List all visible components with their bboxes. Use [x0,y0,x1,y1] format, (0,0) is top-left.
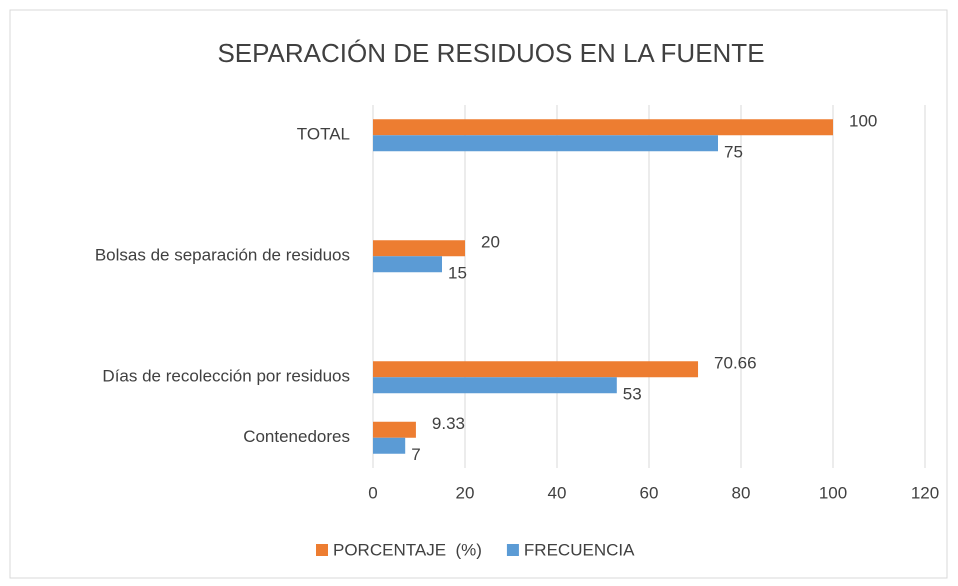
data-label: 15 [448,264,467,283]
y-tick-label: Días de recolección por residuos [102,367,350,386]
y-tick-label: TOTAL [297,125,350,144]
data-label: 9.33 [432,414,465,433]
legend-label: PORCENTAJE (%) [333,540,482,559]
x-tick-label: 80 [732,483,751,502]
legend-swatch [316,544,328,556]
x-tick-label: 60 [640,483,659,502]
bar [373,421,416,438]
bar [373,135,718,152]
bar [373,377,617,394]
x-tick-label: 40 [548,483,567,502]
data-label: 20 [481,233,500,252]
data-label: 53 [623,385,642,404]
data-label: 75 [724,143,743,162]
chart-title: SEPARACIÓN DE RESIDUOS EN LA FUENTE [217,38,764,68]
data-label: 70.66 [714,354,757,373]
x-tick-label: 20 [456,483,475,502]
y-tick-label: Bolsas de separación de residuos [95,246,350,265]
bar [373,240,465,257]
bar [373,361,699,378]
legend-swatch [506,544,519,556]
data-label: 100 [849,112,877,131]
data-label: 7 [411,445,420,464]
x-tick-label: 0 [368,483,377,502]
y-tick-label: Contenedores [243,427,350,446]
x-tick-label: 100 [819,483,847,502]
x-tick-label: 120 [911,483,939,502]
bar [373,437,406,454]
chart-border [9,9,948,579]
legend-label: FRECUENCIA [524,540,635,559]
bar [373,119,833,136]
bar [373,256,442,273]
